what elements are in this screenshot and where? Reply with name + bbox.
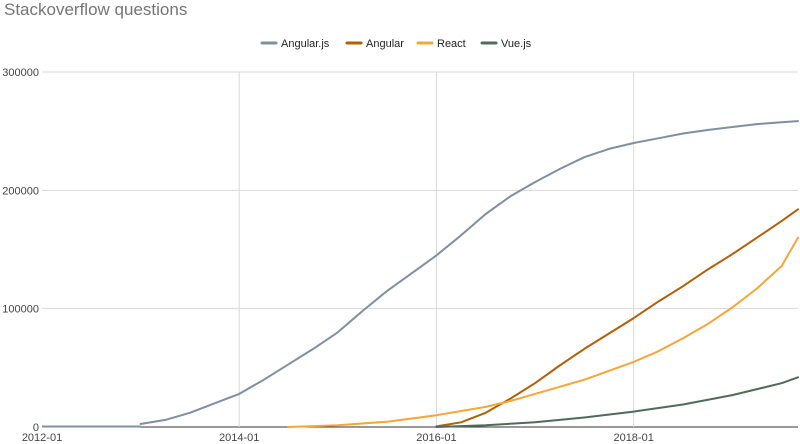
legend: Angular.js Angular React Vue.js [260,38,532,50]
x-tick-label: 2016-01 [416,432,456,444]
x-tick-label: 2012-01 [22,432,62,444]
legend-label: React [437,38,466,50]
series-line-react [287,236,799,428]
series-line-vue-js [435,376,799,428]
series-line-angular [435,208,799,428]
x-axis-ticks: 2012-01 2014-01 2016-01 2018-01 [22,432,654,444]
legend-label: Vue.js [501,38,532,50]
y-tick-label: 0 [33,422,39,434]
series-line-angular-js [139,120,799,425]
x-tick-label: 2018-01 [613,432,653,444]
series-lines [42,120,799,428]
legend-label: Angular.js [281,38,330,50]
legend-label: Angular [366,38,404,50]
y-axis-ticks: 0 100000 200000 300000 [2,67,39,434]
x-tick-label: 2014-01 [219,432,259,444]
y-tick-label: 300000 [2,67,39,79]
y-tick-label: 100000 [2,304,39,316]
chart-title: Stackoverflow questions [4,0,188,19]
gridlines [42,71,798,428]
y-tick-label: 200000 [2,185,39,197]
